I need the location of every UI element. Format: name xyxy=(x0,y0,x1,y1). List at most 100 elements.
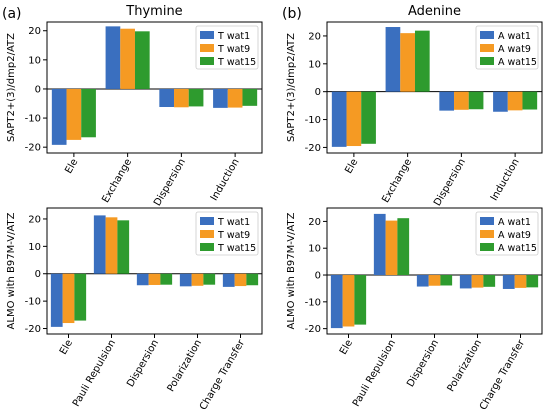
bar xyxy=(342,275,355,327)
bar xyxy=(373,213,386,276)
bar xyxy=(74,273,87,321)
bar xyxy=(51,88,67,145)
bar xyxy=(160,273,173,285)
bar xyxy=(191,273,204,286)
legend-label: A wat9 xyxy=(498,44,531,55)
y-tick-label: -20 xyxy=(25,324,41,335)
y-tick-label: 0 xyxy=(35,84,41,95)
x-tick-label: Dispersion xyxy=(152,157,188,208)
legend-label: T wat9 xyxy=(217,44,250,55)
bar xyxy=(439,91,455,111)
bar xyxy=(454,91,469,110)
y-axis-label: ALMO with B97M-V/ATZ xyxy=(286,212,297,329)
legend-swatch xyxy=(200,243,214,251)
x-tick-label: Ele xyxy=(58,338,75,357)
y-tick-label: 0 xyxy=(35,269,41,280)
legend-label: A wat1 xyxy=(498,217,531,228)
panel-label-b: (b) xyxy=(282,6,302,22)
x-tick-label: Pauli Repulsion xyxy=(351,338,398,409)
legend-label: A wat15 xyxy=(498,57,537,68)
legend-swatch xyxy=(200,57,214,65)
legend-swatch xyxy=(480,217,494,225)
bar xyxy=(174,88,189,108)
chart-4: -20 -10 0 10 20 ALMO with B97M-V/ATZ ElePauli … xyxy=(286,207,543,412)
x-tick-label: Polarization xyxy=(166,338,205,394)
y-tick-label: -10 xyxy=(305,297,321,308)
bar xyxy=(93,215,106,274)
chart-title: Thymine xyxy=(125,4,182,19)
legend-swatch xyxy=(200,217,214,225)
bar xyxy=(331,91,347,147)
y-tick-label: 10 xyxy=(308,59,321,70)
legend-swatch xyxy=(480,31,494,39)
y-tick-label: -10 xyxy=(305,115,321,126)
bar xyxy=(428,275,441,286)
legend-swatch xyxy=(480,230,494,238)
y-tick-label: -20 xyxy=(305,143,321,154)
y-tick-label: -20 xyxy=(25,143,41,154)
bar xyxy=(414,30,430,92)
plot-frame xyxy=(326,21,543,154)
legend-label: T wat15 xyxy=(217,243,256,254)
legend-label: T wat9 xyxy=(217,230,250,241)
panel-label-a: (a) xyxy=(2,6,22,22)
legend-label: A wat15 xyxy=(498,243,537,254)
bar xyxy=(400,33,415,92)
y-tick-label: -20 xyxy=(305,324,321,335)
bar xyxy=(246,273,259,286)
bar xyxy=(468,91,484,110)
bar xyxy=(385,27,401,92)
bar xyxy=(440,275,453,286)
bar xyxy=(514,275,527,288)
x-tick-label: Polarization xyxy=(446,338,485,394)
y-tick-label: -10 xyxy=(25,297,41,308)
bar xyxy=(134,31,150,89)
legend-swatch xyxy=(200,31,214,39)
legend-label: A wat1 xyxy=(498,31,531,42)
legend-label: T wat1 xyxy=(217,31,250,42)
x-tick-label: Pauli Repulsion xyxy=(71,338,118,409)
bar xyxy=(416,275,429,287)
y-tick-label: 20 xyxy=(308,217,321,228)
x-tick-label: Dispersion xyxy=(125,338,161,389)
y-tick-label: -10 xyxy=(25,114,41,125)
y-tick-label: 20 xyxy=(308,31,321,42)
bar xyxy=(227,88,243,108)
bar xyxy=(66,88,82,140)
y-tick-label: 10 xyxy=(28,242,41,253)
bar xyxy=(502,275,515,289)
x-tick-label: Exchange xyxy=(100,157,134,205)
chart-1: Thymine -20 -10 0 10 20 SAPT2+(3)/dmp2/ATZ Ele E… xyxy=(6,4,263,208)
bar xyxy=(483,275,496,287)
bar xyxy=(62,273,75,324)
bar xyxy=(242,88,258,106)
bar xyxy=(459,275,472,289)
legend-swatch xyxy=(200,44,214,52)
bar xyxy=(346,91,362,147)
legend-swatch xyxy=(480,44,494,52)
bar xyxy=(136,273,149,286)
bar xyxy=(105,217,118,274)
x-tick-label: Ele xyxy=(63,157,80,176)
legend-swatch xyxy=(480,243,494,251)
bar xyxy=(471,275,484,288)
y-tick-label: 10 xyxy=(308,244,321,255)
bar xyxy=(81,88,96,138)
bar xyxy=(507,91,523,111)
legend-label: A wat9 xyxy=(498,230,531,241)
y-tick-label: 10 xyxy=(28,55,41,66)
bar xyxy=(222,273,235,287)
bar xyxy=(330,275,343,329)
bar xyxy=(234,273,247,287)
bar xyxy=(188,88,204,107)
bar xyxy=(213,88,228,108)
bar xyxy=(522,91,538,110)
y-tick-label: 20 xyxy=(28,214,41,225)
bar xyxy=(361,91,376,144)
y-tick-label: 0 xyxy=(315,271,321,282)
chart-title: Adenine xyxy=(408,4,461,19)
bar xyxy=(159,88,175,108)
legend-swatch xyxy=(480,57,494,65)
x-tick-label: Exchange xyxy=(380,157,414,205)
